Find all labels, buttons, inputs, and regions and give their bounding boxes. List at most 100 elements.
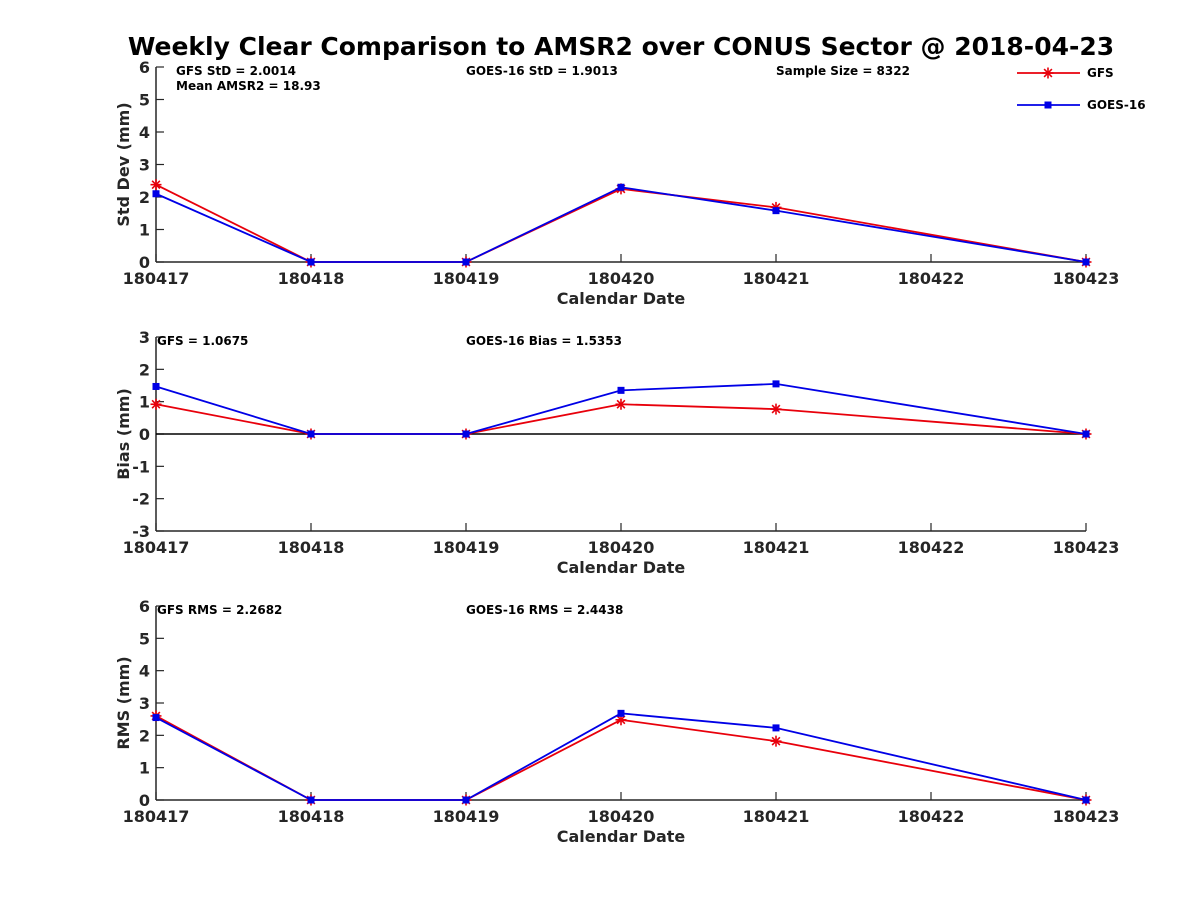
goes16-point <box>617 183 625 191</box>
x-tick-label: 180418 <box>278 269 345 288</box>
x-tick-label: 180417 <box>123 807 190 826</box>
stat-annotation: Mean AMSR2 = 18.93 <box>176 79 321 93</box>
x-tick-label: 180417 <box>123 538 190 557</box>
stat-annotation: GOES-16 Bias = 1.5353 <box>466 334 622 348</box>
x-tick-label: 180423 <box>1053 269 1120 288</box>
goes16-series-line <box>155 382 1087 435</box>
y-tick-label: 1 <box>139 393 150 412</box>
gfs-point <box>615 714 627 726</box>
goes16-point <box>1082 796 1090 804</box>
stat-annotation: GFS StD = 2.0014 <box>176 64 296 78</box>
x-tick-label: 180421 <box>743 538 810 557</box>
legend: GFS GOES-16 <box>1017 66 1146 112</box>
gfs-point <box>615 398 627 410</box>
x-tick-label: 180420 <box>588 538 655 557</box>
x-tick-label: 180422 <box>898 538 965 557</box>
y-tick-label: 0 <box>139 791 150 810</box>
x-tick-label: 180419 <box>433 269 500 288</box>
y-tick-label: 6 <box>139 58 150 77</box>
gfs-point-stroke <box>151 399 161 409</box>
goes16-point <box>307 258 315 266</box>
goes16-point <box>617 709 625 717</box>
goes16-point <box>617 386 625 394</box>
x-tick-label: 180423 <box>1053 538 1120 557</box>
goes16-point <box>1082 258 1090 266</box>
goes16-point <box>1082 430 1090 438</box>
x-tick-label: 180422 <box>898 269 965 288</box>
goes16-point <box>462 430 470 438</box>
x-tick-label: 180421 <box>743 269 810 288</box>
legend-goes-square <box>1044 101 1052 109</box>
gfs-point <box>150 398 162 410</box>
y-axis-label: Std Dev (mm) <box>114 102 133 226</box>
goes16-point <box>152 190 160 198</box>
bias-panel: -3 -2 -1 0 1 2 3 180417 180418 180419 180420 180421… <box>114 328 1119 577</box>
y-tick-label: -3 <box>132 522 150 541</box>
legend-goes-marker <box>1044 101 1052 109</box>
x-tick-label: 180417 <box>123 269 190 288</box>
gfs-series-line <box>155 403 1087 435</box>
x-tick-label: 180419 <box>433 538 500 557</box>
y-tick-label: 3 <box>139 156 150 175</box>
legend-gfs-asterisk <box>1042 67 1054 79</box>
goes16-point <box>772 207 780 215</box>
x-tick-label: 180422 <box>898 807 965 826</box>
goes16-point <box>462 796 470 804</box>
y-tick-label: 0 <box>139 253 150 272</box>
goes16-point <box>462 258 470 266</box>
rms-panel: 0 1 2 3 4 5 6 180417 180418 180419 180420 180421 180… <box>114 597 1119 846</box>
x-tick-label: 180418 <box>278 538 345 557</box>
y-tick-label: 2 <box>139 188 150 207</box>
gfs-point-stroke <box>151 180 161 190</box>
gfs-series-line <box>155 715 1087 801</box>
stat-annotation: Sample Size = 8322 <box>776 64 910 78</box>
y-tick-label: 4 <box>139 123 150 142</box>
gfs-point-stroke <box>771 736 781 746</box>
x-tick-label: 180421 <box>743 807 810 826</box>
legend-gfs-asterisk-stroke <box>1043 68 1053 78</box>
y-tick-label: 5 <box>139 91 150 110</box>
y-tick-label: -1 <box>132 457 150 476</box>
x-axis-label: Calendar Date <box>557 289 686 308</box>
goes16-point <box>772 380 780 388</box>
goes16-point <box>307 796 315 804</box>
stat-annotation: GFS = 1.0675 <box>157 334 248 348</box>
x-tick-label: 180418 <box>278 807 345 826</box>
x-tick-label: 180420 <box>588 269 655 288</box>
y-tick-label: 3 <box>139 694 150 713</box>
y-tick-label: 2 <box>139 726 150 745</box>
goes16-series-line <box>155 712 1087 801</box>
y-tick-label: -2 <box>132 490 150 509</box>
goes16-point <box>152 382 160 390</box>
y-tick-label: 4 <box>139 662 150 681</box>
goes16-point <box>152 714 160 722</box>
gfs-point <box>770 403 782 415</box>
y-axis-label: RMS (mm) <box>114 656 133 749</box>
y-tick-label: 1 <box>139 221 150 240</box>
y-tick-label: 3 <box>139 328 150 347</box>
gfs-point-stroke <box>771 404 781 414</box>
y-axis-label: Bias (mm) <box>114 388 133 480</box>
goes16-point <box>772 724 780 732</box>
stat-annotation: GOES-16 StD = 1.9013 <box>466 64 618 78</box>
goes16-point <box>307 430 315 438</box>
x-tick-label: 180423 <box>1053 807 1120 826</box>
goes16-series-line <box>155 186 1087 263</box>
y-tick-label: 0 <box>139 425 150 444</box>
gfs-point-stroke <box>616 715 626 725</box>
x-tick-label: 180419 <box>433 807 500 826</box>
stat-annotation: GFS RMS = 2.2682 <box>157 603 282 617</box>
std-dev-panel: 0 1 2 3 4 5 6 180417 180418 180419 180420 180421 180… <box>114 58 1119 308</box>
y-tick-label: 1 <box>139 759 150 778</box>
y-tick-label: 2 <box>139 360 150 379</box>
x-axis-label: Calendar Date <box>557 558 686 577</box>
figure-title: Weekly Clear Comparison to AMSR2 over CO… <box>128 32 1114 61</box>
stat-annotation: GOES-16 RMS = 2.4438 <box>466 603 623 617</box>
x-tick-label: 180420 <box>588 807 655 826</box>
x-axis-label: Calendar Date <box>557 827 686 846</box>
legend-gfs-marker <box>1042 67 1054 79</box>
gfs-point <box>770 735 782 747</box>
legend-goes-label: GOES-16 <box>1087 98 1146 112</box>
y-tick-label: 5 <box>139 629 150 648</box>
